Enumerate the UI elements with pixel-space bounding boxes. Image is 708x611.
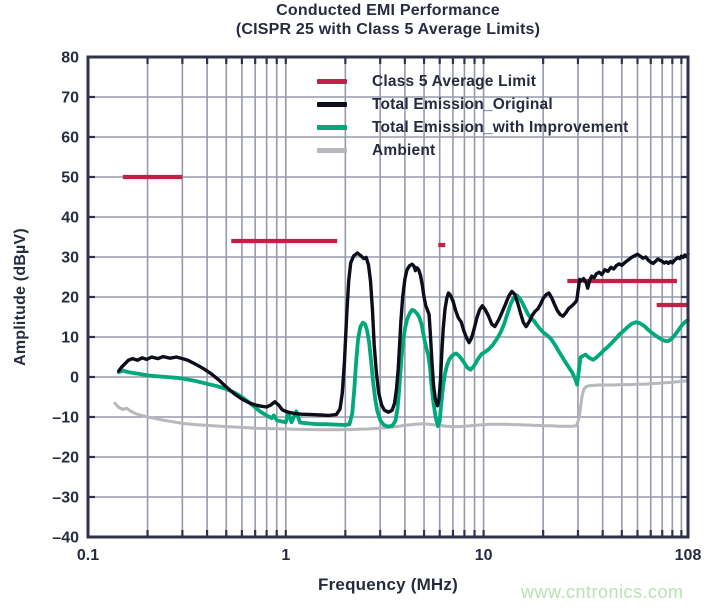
chart-title-line2: (CISPR 25 with Class 5 Average Limits) [235,21,541,38]
chart-title-line1: Conducted EMI Performance [276,2,500,19]
y-tick-label: 60 [61,130,79,147]
x-tick-label: 1 [281,547,290,564]
legend-swatch-total-emission-original [317,102,347,107]
legend-item-ambient: Ambient [317,139,629,162]
trace-total-emission-with-improvement [116,293,690,429]
x-tick-label: 10 [475,547,493,564]
y-tick-label: 50 [61,170,79,187]
legend-item-total-emission-original: Total Emission_Original [317,93,629,116]
legend-swatch-ambient [317,148,347,153]
y-tick-label: 70 [61,90,79,107]
legend-swatch-total-emission-improved [317,125,347,130]
y-tick-label: –30 [52,490,79,507]
trace-total-emission-original [116,251,690,418]
y-axis-label: Amplitude (dBµV) [12,228,29,366]
y-tick-label: –10 [52,410,79,427]
y-tick-label: 10 [61,330,79,347]
legend-item-class5-limit: Class 5 Average Limit [317,70,629,93]
chart-title: Conducted EMI Performance (CISPR 25 with… [68,1,708,39]
legend-label: Total Emission_with Improvement [372,118,629,136]
y-tick-label: –40 [52,530,79,547]
y-tick-label: –20 [52,450,79,467]
x-axis-label: Frequency (MHz) [318,575,458,594]
trace-ambient [113,379,690,432]
y-tick-label: 40 [61,210,79,227]
chart-legend: Class 5 Average Limit Total Emission_Ori… [317,70,629,162]
plot-frame [86,55,690,539]
legend-item-total-emission-improved: Total Emission_with Improvement [317,116,629,139]
legend-label: Ambient [372,141,436,159]
y-tick-label: 30 [61,250,79,267]
legend-label: Class 5 Average Limit [372,72,537,90]
x-tick-label: 108 [675,547,702,564]
watermark: www.cntronics.com [521,582,684,602]
y-tick-label: 0 [70,370,79,387]
y-tick-label: 20 [61,290,79,307]
legend-label: Total Emission_Original [372,95,553,113]
y-tick-label: 80 [61,50,79,67]
x-tick-label: 0.1 [77,547,99,564]
legend-swatch-class5-limit [317,79,347,84]
